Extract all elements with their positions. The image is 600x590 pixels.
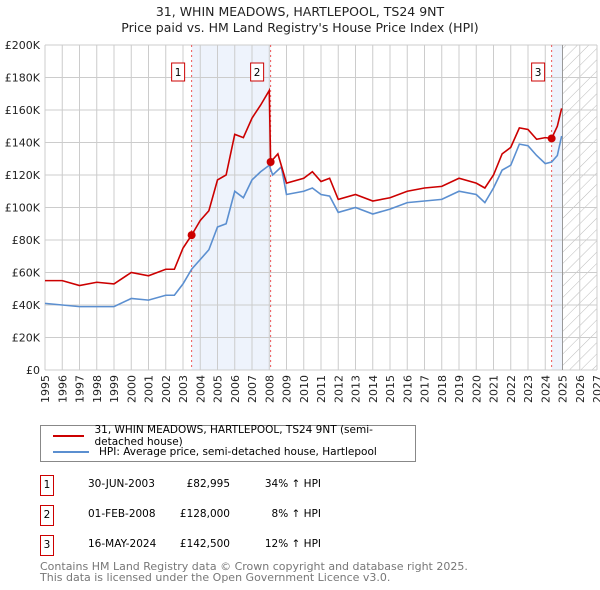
sale-label: 2 — [254, 67, 261, 79]
sale-label-box — [171, 62, 186, 82]
x-tick-label: 2000 — [125, 375, 138, 403]
x-tick-label: 2003 — [177, 375, 190, 403]
sale-date: 01-FEB-2008 — [88, 508, 156, 520]
sale-hpi-diff: 12% ↑ HPI — [264, 538, 321, 550]
sale-number: 2 — [40, 505, 54, 526]
hpi-line — [44, 135, 563, 308]
x-tick-label: 2004 — [194, 375, 207, 403]
sale-hpi-diff: 34% ↑ HPI — [264, 478, 321, 490]
x-tick-label: 2017 — [419, 375, 432, 403]
x-tick-label: 1995 — [39, 375, 52, 403]
y-tick-label: £120K — [5, 169, 41, 182]
sale-hpi-diff: 8% ↑ HPI — [271, 508, 321, 520]
x-tick-label: 2009 — [281, 375, 294, 403]
x-tick-label: 2015 — [384, 375, 397, 403]
footer-line-2: This data is licensed under the Open Gov… — [40, 571, 391, 584]
x-tick-label: 2016 — [401, 375, 414, 403]
y-tick-label: £20K — [12, 332, 41, 345]
y-tick-label: £40K — [12, 299, 41, 312]
y-tick-label: £180K — [5, 72, 41, 85]
chart-title: 31, WHIN MEADOWS, HARTLEPOOL, TS24 9NT — [155, 4, 445, 19]
x-tick-label: 2020 — [470, 375, 483, 403]
sale-label: 1 — [175, 67, 182, 79]
x-tick-label: 2013 — [350, 375, 363, 403]
sale-point — [187, 231, 196, 240]
y-tick-label: £80K — [12, 234, 41, 247]
y-tick-label: £0 — [26, 364, 40, 377]
x-tick-label: 2026 — [574, 375, 587, 403]
x-tick-label: 2023 — [522, 375, 535, 403]
x-tick-label: 2019 — [453, 375, 466, 403]
sale-point — [547, 134, 556, 143]
y-tick-label: £140K — [5, 137, 41, 150]
sale-number: 1 — [40, 475, 54, 496]
x-tick-label: 2005 — [212, 375, 225, 403]
x-tick-label: 1998 — [91, 375, 104, 403]
y-tick-label: £60K — [12, 267, 41, 280]
x-tick-label: 2021 — [488, 375, 501, 403]
x-tick-label: 1999 — [108, 375, 121, 403]
x-tick-label: 1996 — [56, 375, 69, 403]
x-tick-label: 2018 — [436, 375, 449, 403]
x-tick-label: 2012 — [332, 375, 345, 403]
sale-label: 3 — [535, 67, 542, 79]
y-tick-label: £200K — [5, 39, 41, 52]
x-tick-label: 2002 — [160, 375, 173, 403]
x-tick-label: 1997 — [74, 375, 87, 403]
price-chart: 1995 1996 1997 1998 1999 2000 2001 2002 2003 2004… — [5, 39, 600, 403]
sale-point — [266, 158, 275, 166]
x-tick-label: 2014 — [367, 375, 380, 403]
x-tick-label: 2010 — [298, 375, 311, 403]
legend-item-hpi: HPI: Average price, semi-detached house,… — [53, 444, 377, 460]
x-tick-label: 2024 — [539, 375, 552, 403]
x-tick-label: 2027 — [591, 375, 600, 403]
x-tick-label: 2007 — [246, 375, 259, 403]
y-tick-label: £160K — [5, 104, 41, 117]
property-price-line — [45, 87, 563, 287]
legend-item-property: 31, WHIN MEADOWS, HARTLEPOOL, TS24 9NT (… — [53, 424, 415, 448]
footer-line-1: Contains HM Land Registry data © Crown c… — [40, 560, 468, 573]
x-tick-label: 2006 — [229, 375, 242, 403]
sale-date: 16-MAY-2024 — [88, 538, 157, 550]
sale-price: £82,995 — [186, 478, 230, 490]
red-line-swatch — [53, 435, 85, 437]
sale-label-box — [531, 62, 546, 82]
blue-line-swatch — [53, 451, 89, 453]
x-tick-label: 2025 — [557, 375, 570, 403]
chart-subtitle: Price paid vs. HM Land Registry's House … — [121, 20, 479, 35]
legend: 31, WHIN MEADOWS, HARTLEPOOL, TS24 9NT (… — [40, 424, 416, 462]
x-tick-label: 2001 — [143, 375, 156, 403]
x-tick-label: 2008 — [263, 375, 276, 403]
sale-price: £128,000 — [179, 508, 230, 520]
sale-price: £142,500 — [179, 538, 230, 550]
sale-number: 3 — [40, 535, 54, 556]
sale-label-box — [250, 62, 265, 82]
x-tick-label: 2011 — [315, 375, 328, 403]
y-tick-label: £100K — [5, 202, 41, 215]
sale-date: 30-JUN-2003 — [88, 478, 155, 490]
x-tick-label: 2022 — [505, 375, 518, 403]
